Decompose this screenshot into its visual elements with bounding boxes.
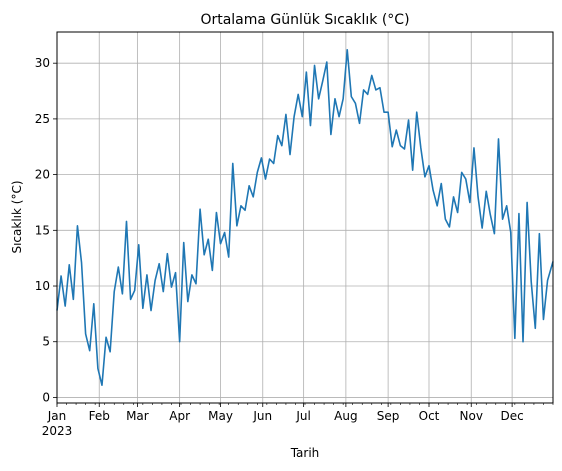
chart-title: Ortalama Günlük Sıcaklık (°C) — [200, 12, 409, 28]
x-tick-label: Feb — [89, 409, 110, 423]
x-tick-label: Apr — [169, 409, 190, 423]
temperature-series-line — [56, 49, 554, 386]
series-layer — [56, 49, 554, 386]
x-tick-label: Dec — [501, 409, 524, 423]
y-tick-label: 25 — [35, 112, 50, 126]
y-axis: 0 5 10 15 20 25 30 — [35, 56, 57, 404]
y-tick-label: 0 — [42, 390, 50, 404]
y-tick-label: 10 — [35, 279, 50, 293]
x-tick-label: Sep — [377, 409, 400, 423]
y-tick-label: 5 — [42, 335, 50, 349]
x-tick-label: Aug — [334, 409, 357, 423]
grid — [56, 32, 553, 403]
x-tick-label: May — [208, 409, 233, 423]
x-tick-label: Jul — [295, 409, 310, 423]
x-tick-label: Jan — [47, 409, 67, 423]
y-axis-label: Sıcaklık (°C) — [10, 180, 24, 253]
y-tick-label: 15 — [35, 223, 50, 237]
x-tick-label: Jun — [252, 409, 272, 423]
x-tick-label: Nov — [460, 409, 483, 423]
x-axis-label: Tarih — [290, 446, 320, 460]
y-tick-label: 30 — [35, 56, 50, 70]
y-tick-label: 20 — [35, 168, 50, 182]
x-tick-label: Mar — [126, 409, 149, 423]
x-tick-label: Oct — [419, 409, 440, 423]
x-tick-sublabel: 2023 — [42, 424, 73, 438]
